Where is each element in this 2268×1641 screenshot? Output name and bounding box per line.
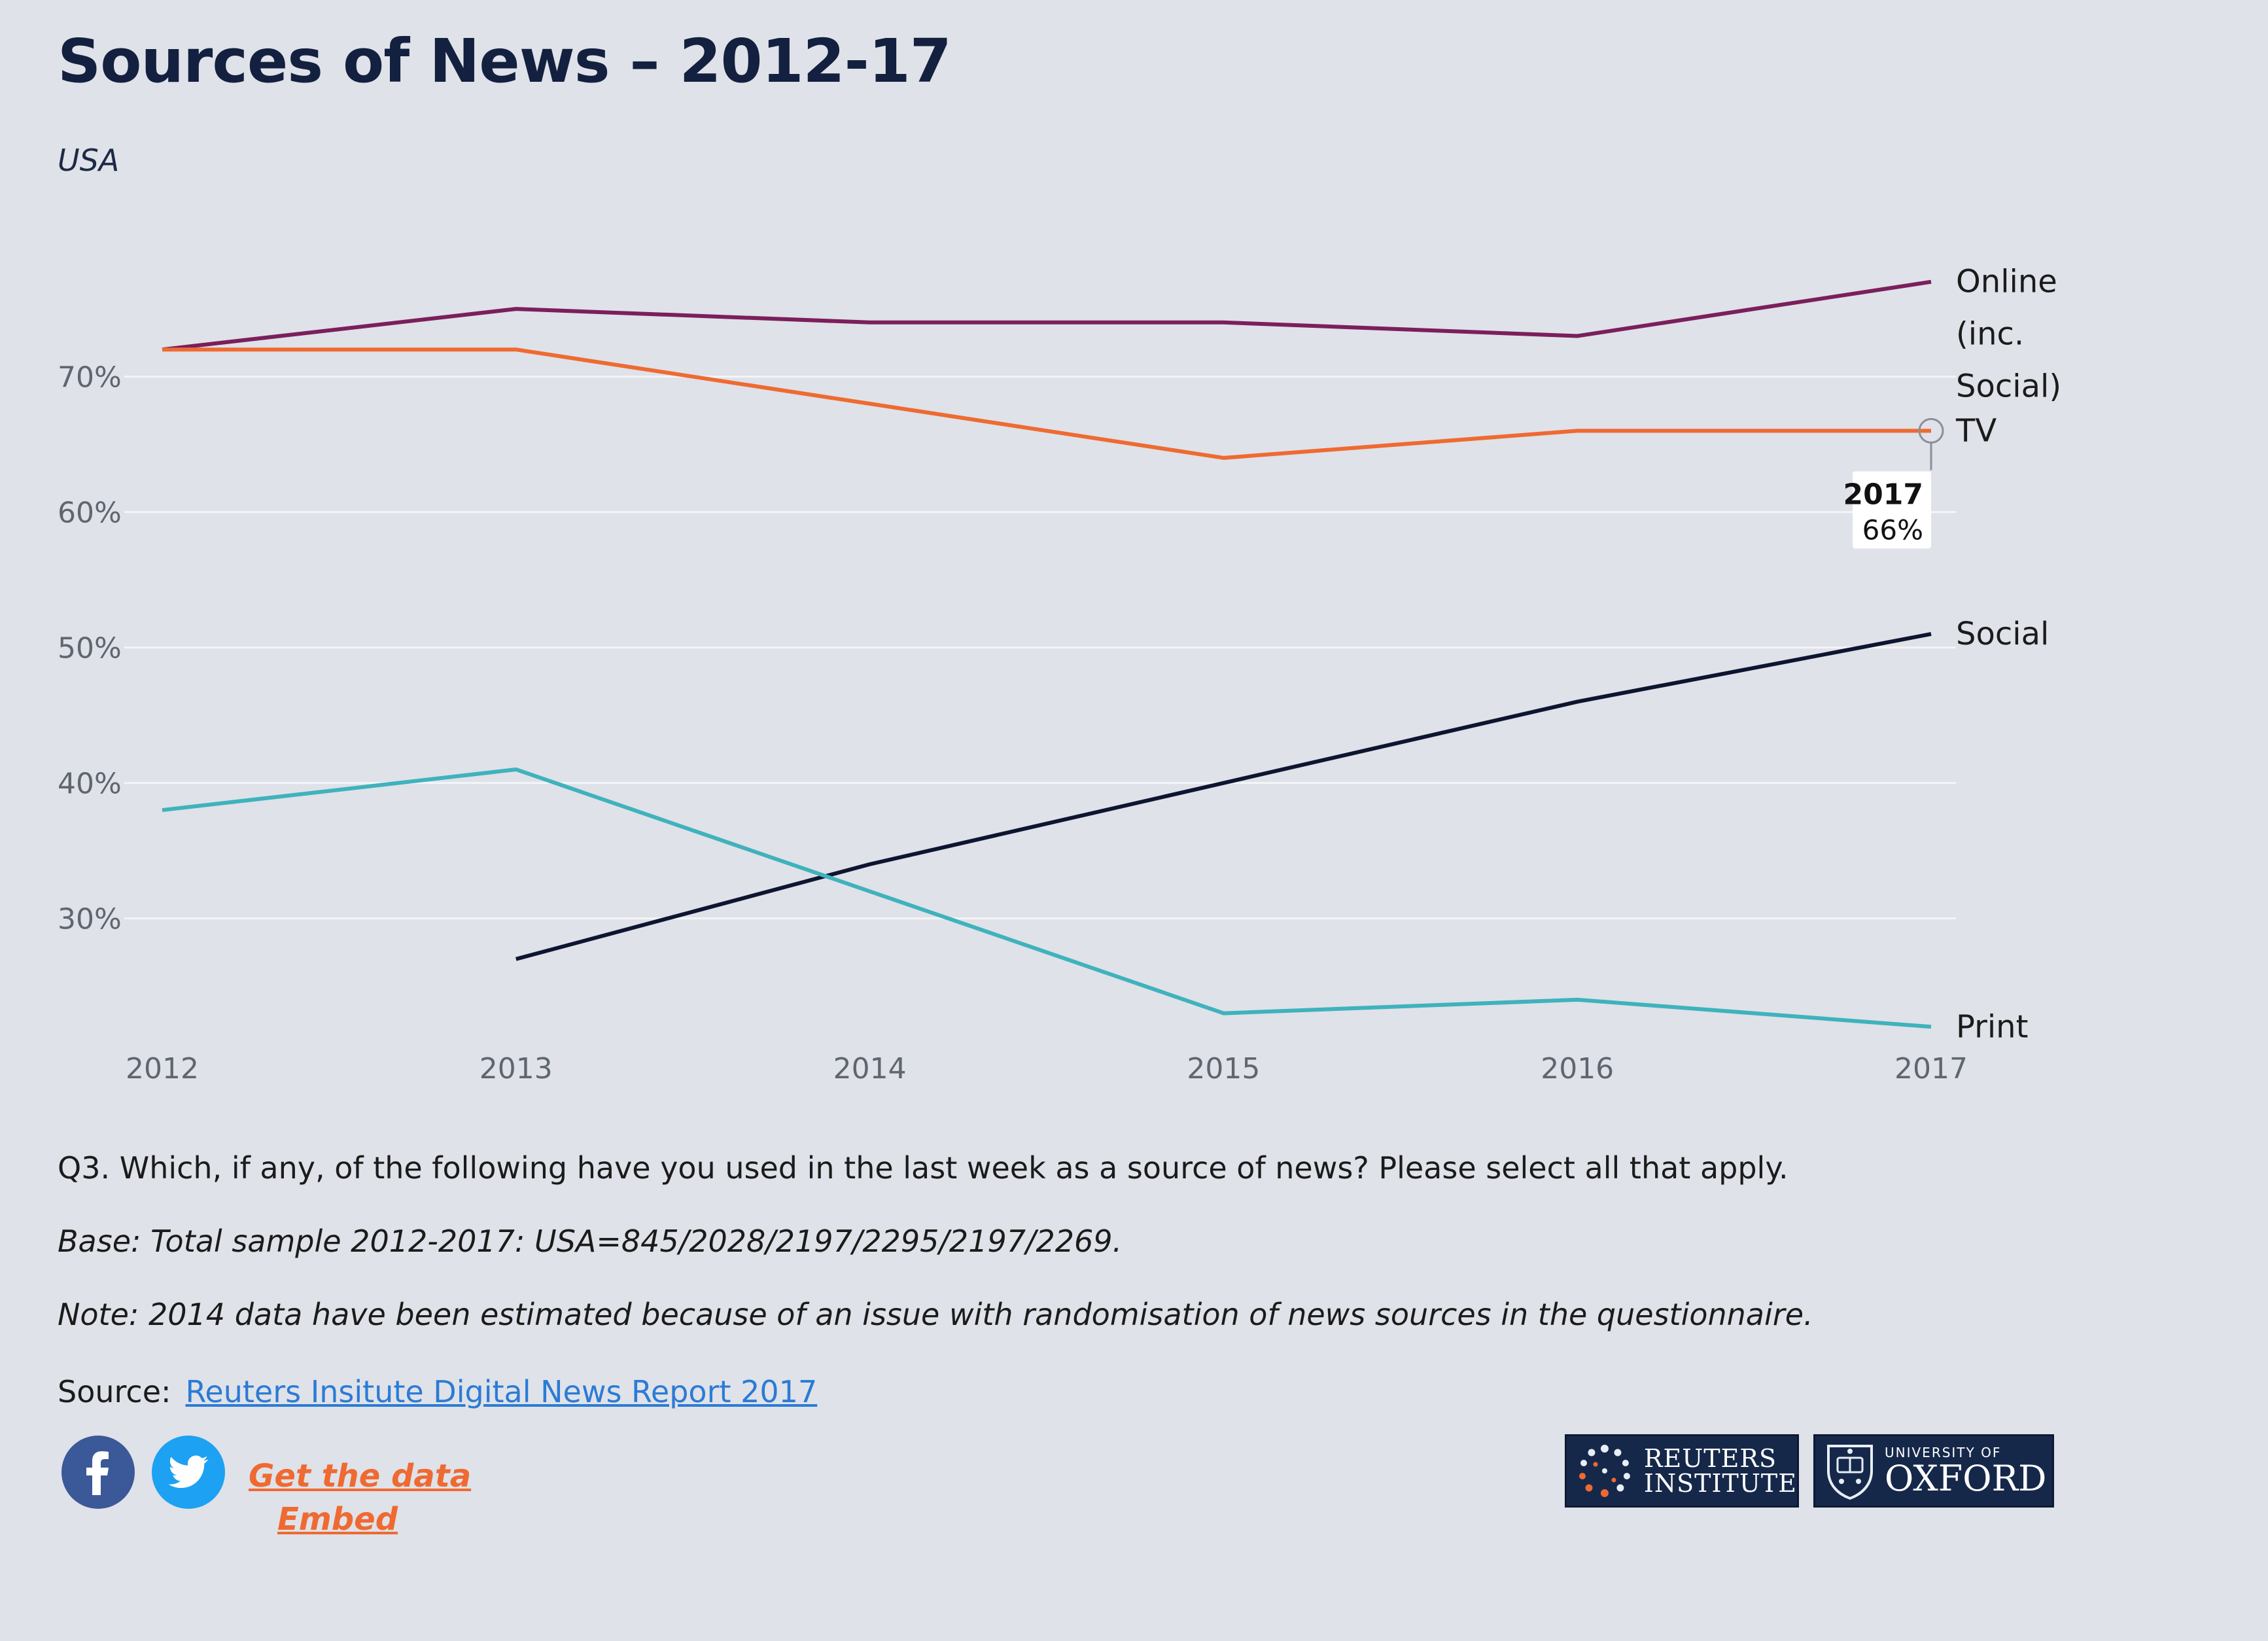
data-note: Note: 2014 data have been estimated beca… <box>58 1297 1813 1332</box>
y-tick-label: 50% <box>58 632 122 665</box>
reuters-logo-icon <box>1579 1445 1630 1497</box>
reuters-institute-logo: REUTERS INSTITUTE <box>1565 1434 1799 1508</box>
tooltip-marker <box>1918 417 1944 444</box>
tooltip-year: 2017 <box>1843 478 1923 511</box>
oxford-logo-small: UNIVERSITY OF <box>1885 1445 2002 1460</box>
facebook-share-button[interactable] <box>61 1436 135 1509</box>
x-tick-label: 2013 <box>480 1052 553 1085</box>
reuters-logo-line2: INSTITUTE <box>1643 1469 1797 1498</box>
base-note: Base: Total sample 2012-2017: USA=845/20… <box>58 1224 1123 1259</box>
series-label-line: Online <box>1956 264 2057 300</box>
tooltip-value: 66% <box>1862 514 1923 546</box>
source-link[interactable]: Reuters Insitute Digital News Report 201… <box>185 1374 818 1409</box>
facebook-icon <box>86 1451 109 1495</box>
series-line-online-inc-social- <box>162 279 1932 352</box>
line-chart: 30% 40% 50% 60% 70% 2012 2013 2014 2015 2016 2017… <box>58 264 2061 1085</box>
x-axis: 2012 2013 2014 2015 2016 2017 <box>126 1052 1968 1085</box>
y-axis: 30% 40% 50% 60% 70% <box>58 361 122 936</box>
series-lines <box>162 279 1932 1029</box>
question-text: Q3. Which, if any, of the following have… <box>58 1150 1788 1186</box>
series-line-print <box>162 767 1932 1029</box>
gridlines <box>124 376 1956 920</box>
twitter-icon <box>168 1455 209 1489</box>
series-label-line: Social) <box>1956 368 2061 405</box>
series-label-line: TV <box>1955 412 1997 449</box>
y-tick-label: 30% <box>58 903 122 936</box>
chart-subtitle: USA <box>58 143 120 178</box>
get-data-link[interactable]: Get the data <box>249 1458 472 1494</box>
series-labels: Online (inc. Social) TV Social Print <box>1955 264 2061 1046</box>
x-tick-label: 2014 <box>833 1052 907 1085</box>
x-tick-label: 2017 <box>1894 1052 1968 1085</box>
series-line-tv <box>162 347 1931 460</box>
y-tick-label: 60% <box>58 497 122 530</box>
x-tick-label: 2015 <box>1187 1052 1260 1085</box>
series-label-line: (inc. <box>1956 316 2024 353</box>
y-tick-label: 70% <box>58 361 122 395</box>
oxford-logo: UNIVERSITY OF OXFORD <box>1813 1434 2054 1508</box>
series-label-line: Social <box>1956 616 2049 652</box>
y-tick-label: 40% <box>58 768 122 801</box>
oxford-logo-big: OXFORD <box>1885 1458 2047 1499</box>
twitter-share-button[interactable] <box>152 1436 225 1509</box>
series-line-social <box>515 632 1932 961</box>
x-tick-label: 2012 <box>126 1052 199 1085</box>
x-tick-label: 2016 <box>1541 1052 1614 1085</box>
reuters-logo-line1: REUTERS <box>1643 1444 1777 1473</box>
tooltip-box <box>1853 471 1931 549</box>
series-label-line: Print <box>1956 1008 2028 1045</box>
chart-title: Sources of News – 2012-17 <box>58 26 952 96</box>
source-line: Source: Reuters Insitute Digital News Rep… <box>58 1374 817 1409</box>
oxford-crest-icon <box>1827 1445 1873 1500</box>
source-label: Source: <box>58 1374 171 1409</box>
embed-link[interactable]: Embed <box>277 1501 398 1538</box>
